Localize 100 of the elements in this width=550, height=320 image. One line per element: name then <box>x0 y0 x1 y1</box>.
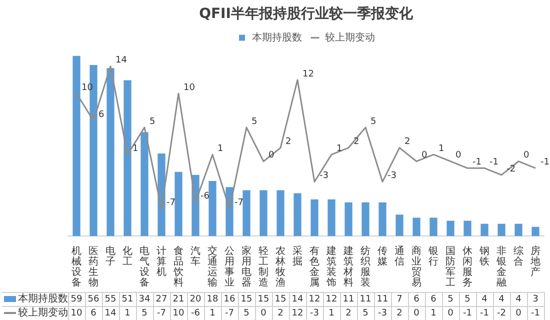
x-tick-label: 建筑装饰 <box>326 244 336 288</box>
bar <box>514 224 522 236</box>
x-tick-label: 交通运输 <box>208 244 218 288</box>
data-label: 10 <box>172 308 184 318</box>
x-tick-label: 采掘 <box>292 244 302 268</box>
data-label: 20 <box>190 294 202 304</box>
data-label: 5 <box>448 294 454 304</box>
x-tick-label: 房地产 <box>530 244 540 278</box>
data-label: 5 <box>362 308 368 318</box>
legend-label: 本期持股数 <box>252 31 302 44</box>
bar <box>430 218 438 236</box>
data-label: 14 <box>104 308 116 318</box>
data-label: 5 <box>244 308 250 318</box>
x-tick-label: 通信 <box>394 244 404 268</box>
bar <box>72 56 80 236</box>
data-label: -1 <box>531 308 540 318</box>
data-label: 15 <box>258 294 270 304</box>
data-label: 2 <box>396 308 402 318</box>
data-label: 4 <box>516 294 522 304</box>
x-tick-label: 钢铁 <box>478 246 490 268</box>
data-label: 5 <box>464 294 470 304</box>
x-tick-label: 轻工制造 <box>258 244 268 288</box>
annotation: 1 <box>132 144 138 154</box>
x-tick-label: 商业贸易 <box>412 244 422 288</box>
data-label: 5 <box>142 308 148 318</box>
x-tick-label: 建筑材料 <box>342 244 354 288</box>
annotation: -3 <box>320 171 328 182</box>
data-label: 6 <box>414 294 420 304</box>
bar <box>396 214 404 236</box>
data-label: 27 <box>156 294 168 304</box>
x-tick-label: 汽车 <box>190 244 200 268</box>
bar <box>344 202 352 236</box>
x-tick-label: 综合 <box>514 244 524 268</box>
bar <box>294 193 302 236</box>
data-label: 1 <box>210 308 216 318</box>
data-label: 21 <box>172 294 184 304</box>
data-label: 1 <box>328 308 334 318</box>
data-label: 0 <box>448 308 454 318</box>
data-label: 59 <box>70 294 82 304</box>
data-label: 0 <box>260 308 267 318</box>
annotation: -1 <box>490 157 498 168</box>
data-label: 11 <box>376 294 388 304</box>
data-label: 2 <box>346 308 352 318</box>
bar <box>310 199 318 236</box>
annotation: 6 <box>98 110 104 120</box>
data-label: -7 <box>157 308 166 318</box>
data-label: -2 <box>497 308 506 318</box>
bar <box>446 220 454 236</box>
x-tick-label: 电气设备 <box>140 244 150 288</box>
data-label: -1 <box>480 308 489 318</box>
annotation: 14 <box>116 56 128 66</box>
text: 较上期变动 <box>18 308 68 319</box>
annotation: 5 <box>150 116 156 127</box>
bar <box>532 226 540 236</box>
annotation: 2 <box>286 137 292 148</box>
data-label: 56 <box>88 294 100 304</box>
x-tick-label: 国防军工 <box>446 246 456 288</box>
data-label: -3 <box>378 308 387 318</box>
data-label: 4 <box>498 294 505 304</box>
annotation: -7 <box>166 198 176 208</box>
data-label: 55 <box>104 294 116 304</box>
data-label: 3 <box>532 294 538 304</box>
data-label: -1 <box>463 308 472 318</box>
chart-title: QFII半年报持股行业较一季报变化 <box>199 5 414 22</box>
data-label: 12 <box>292 308 304 318</box>
bar <box>260 190 268 236</box>
x-tick-label: 家用电器 <box>242 244 252 288</box>
data-label: 0 <box>414 308 420 318</box>
annotation: 12 <box>302 69 314 80</box>
annotation: 5 <box>370 116 376 127</box>
annotation: 1 <box>336 144 342 154</box>
x-tick-label: 休闲服务 <box>462 246 472 288</box>
data-label: -3 <box>310 308 319 318</box>
data-label: 15 <box>240 294 252 304</box>
data-label: 6 <box>430 294 437 304</box>
x-tick-label: 纺织服装 <box>360 244 370 288</box>
bar <box>174 172 182 236</box>
x-tick-label: 化工 <box>122 244 132 268</box>
bar <box>242 190 250 236</box>
bar <box>124 80 132 236</box>
bar <box>106 68 114 236</box>
annotation: 2 <box>354 137 360 148</box>
data-label: 12 <box>326 294 338 304</box>
annotation: 1 <box>438 144 444 154</box>
data-label: 51 <box>122 294 134 304</box>
x-tick-label: 公用事业 <box>224 244 234 288</box>
data-label: 16 <box>224 294 236 304</box>
x-tick-label: 非银金融 <box>496 244 506 288</box>
data-label: 34 <box>138 294 150 304</box>
text: 本期持股数 <box>18 294 68 305</box>
annotation: 1 <box>218 144 224 154</box>
annotation: -1 <box>472 157 482 168</box>
data-label: 18 <box>206 294 218 304</box>
annotation: -1 <box>540 157 550 168</box>
annotation: -6 <box>200 191 210 202</box>
x-tick-label: 农林牧渔 <box>274 246 286 288</box>
x-tick-label: 有色金属 <box>310 244 320 288</box>
bar <box>480 224 488 236</box>
bar <box>362 202 370 236</box>
data-label: 0 <box>516 308 522 318</box>
